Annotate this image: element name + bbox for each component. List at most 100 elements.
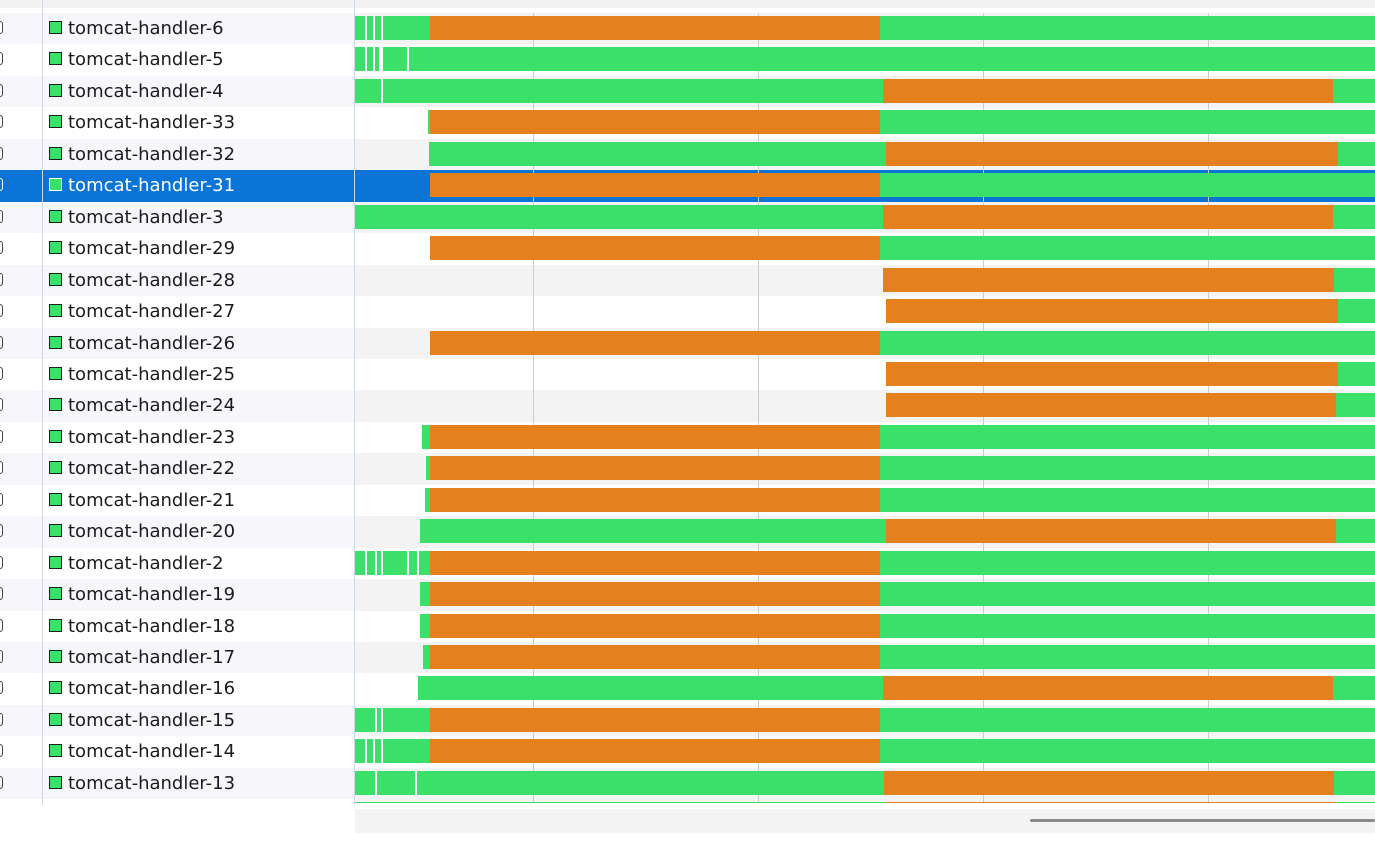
thread-row[interactable]: tomcat-handler-2: [0, 547, 354, 580]
timeline-row[interactable]: [355, 484, 1375, 517]
timeline-row[interactable]: [355, 296, 1375, 328]
waiting-segment[interactable]: [430, 424, 880, 449]
running-segment[interactable]: [880, 645, 1375, 669]
thread-row[interactable]: tomcat-handler-26: [0, 327, 354, 359]
running-segment[interactable]: [880, 236, 1375, 261]
checkbox-icon[interactable]: [0, 524, 3, 538]
thread-row[interactable]: tomcat-handler-5: [0, 44, 354, 76]
timeline-row[interactable]: [355, 516, 1375, 548]
thread-row[interactable]: tomcat-handler-20: [0, 516, 354, 548]
checkbox-icon[interactable]: [0, 83, 3, 97]
thread-row[interactable]: tomcat-handler-14: [0, 736, 354, 768]
checkbox-icon[interactable]: [0, 335, 3, 349]
waiting-segment[interactable]: [884, 770, 1334, 795]
waiting-segment[interactable]: [886, 393, 1336, 418]
running-segment[interactable]: [880, 16, 1375, 40]
column-divider[interactable]: [42, 0, 43, 805]
running-segment[interactable]: [423, 645, 430, 669]
timeline-row[interactable]: [355, 767, 1375, 800]
thread-row[interactable]: tomcat-handler-22: [0, 453, 354, 485]
running-segment[interactable]: [420, 519, 886, 544]
checkbox-icon[interactable]: [0, 681, 3, 695]
waiting-segment[interactable]: [430, 707, 880, 732]
waiting-segment[interactable]: [430, 550, 880, 575]
checkbox-icon[interactable]: [0, 492, 3, 506]
checkbox-icon[interactable]: [0, 618, 3, 632]
thread-row[interactable]: tomcat-handler-28: [0, 264, 354, 297]
waiting-segment[interactable]: [430, 645, 880, 669]
checkbox-icon[interactable]: [0, 304, 3, 318]
timeline-row[interactable]: [355, 673, 1375, 705]
thread-row[interactable]: tomcat-handler-13: [0, 767, 354, 800]
waiting-segment[interactable]: [883, 676, 1333, 701]
waiting-segment[interactable]: [886, 519, 1336, 544]
running-segment[interactable]: [880, 707, 1375, 732]
running-segment[interactable]: [420, 613, 430, 638]
running-segment[interactable]: [355, 770, 884, 795]
running-segment[interactable]: [1333, 676, 1375, 701]
timeline-row[interactable]: [355, 547, 1375, 580]
running-segment[interactable]: [1333, 78, 1375, 103]
waiting-segment[interactable]: [430, 16, 880, 40]
timeline-row[interactable]: [355, 610, 1375, 642]
timeline-row[interactable]: [355, 264, 1375, 297]
timeline-row[interactable]: [355, 390, 1375, 422]
running-segment[interactable]: [1338, 299, 1375, 324]
checkbox-icon[interactable]: [0, 461, 3, 475]
running-segment[interactable]: [426, 456, 430, 481]
waiting-segment[interactable]: [430, 110, 880, 135]
checkbox-icon[interactable]: [0, 555, 3, 569]
running-segment[interactable]: [880, 330, 1375, 355]
running-segment[interactable]: [880, 110, 1375, 135]
running-segment[interactable]: [429, 141, 886, 166]
running-segment[interactable]: [880, 173, 1375, 198]
running-segment[interactable]: [355, 16, 430, 40]
timeline-row[interactable]: [355, 453, 1375, 485]
thread-row[interactable]: tomcat-handler-32: [0, 138, 354, 171]
running-segment[interactable]: [880, 582, 1375, 607]
timeline-row[interactable]: [355, 75, 1375, 108]
thread-row[interactable]: tomcat-handler-29: [0, 233, 354, 265]
timeline-row[interactable]: [355, 138, 1375, 171]
running-segment[interactable]: [1334, 267, 1375, 292]
timeline-row[interactable]: [355, 170, 1375, 202]
running-segment[interactable]: [1333, 204, 1375, 229]
waiting-segment[interactable]: [430, 173, 880, 198]
timeline-row[interactable]: [355, 704, 1375, 737]
running-segment[interactable]: [880, 487, 1375, 512]
checkbox-icon[interactable]: [0, 398, 3, 412]
thread-row[interactable]: tomcat-handler-6: [0, 13, 354, 45]
checkbox-icon[interactable]: [0, 587, 3, 601]
checkbox-icon[interactable]: [0, 712, 3, 726]
waiting-segment[interactable]: [886, 361, 1338, 386]
thread-row[interactable]: tomcat-handler-21: [0, 484, 354, 517]
thread-row[interactable]: tomcat-handler-4: [0, 75, 354, 108]
thread-row[interactable]: tomcat-handler-25: [0, 358, 354, 391]
running-segment[interactable]: [880, 550, 1375, 575]
checkbox-icon[interactable]: [0, 366, 3, 380]
waiting-segment[interactable]: [883, 267, 1334, 292]
checkbox-icon[interactable]: [0, 178, 3, 192]
timeline-row[interactable]: [355, 201, 1375, 234]
running-segment[interactable]: [422, 424, 430, 449]
waiting-segment[interactable]: [883, 204, 1333, 229]
checkbox-icon[interactable]: [0, 429, 3, 443]
checkbox-icon[interactable]: [0, 650, 3, 663]
running-segment[interactable]: [880, 424, 1375, 449]
waiting-segment[interactable]: [430, 582, 880, 607]
running-segment[interactable]: [1338, 141, 1375, 166]
waiting-segment[interactable]: [883, 78, 1333, 103]
checkbox-icon[interactable]: [0, 744, 3, 758]
thread-timeline-chart[interactable]: [355, 13, 1375, 803]
checkbox-icon[interactable]: [0, 272, 3, 286]
running-segment[interactable]: [1336, 519, 1375, 544]
thread-row[interactable]: tomcat-handler-23: [0, 421, 354, 454]
timeline-row[interactable]: [355, 358, 1375, 391]
running-segment[interactable]: [355, 739, 430, 764]
running-segment[interactable]: [420, 582, 430, 607]
timeline-row[interactable]: [355, 579, 1375, 611]
timeline-row[interactable]: [355, 233, 1375, 265]
thread-row[interactable]: tomcat-handler-3: [0, 201, 354, 234]
running-segment[interactable]: [1336, 393, 1375, 418]
running-segment[interactable]: [880, 739, 1375, 764]
